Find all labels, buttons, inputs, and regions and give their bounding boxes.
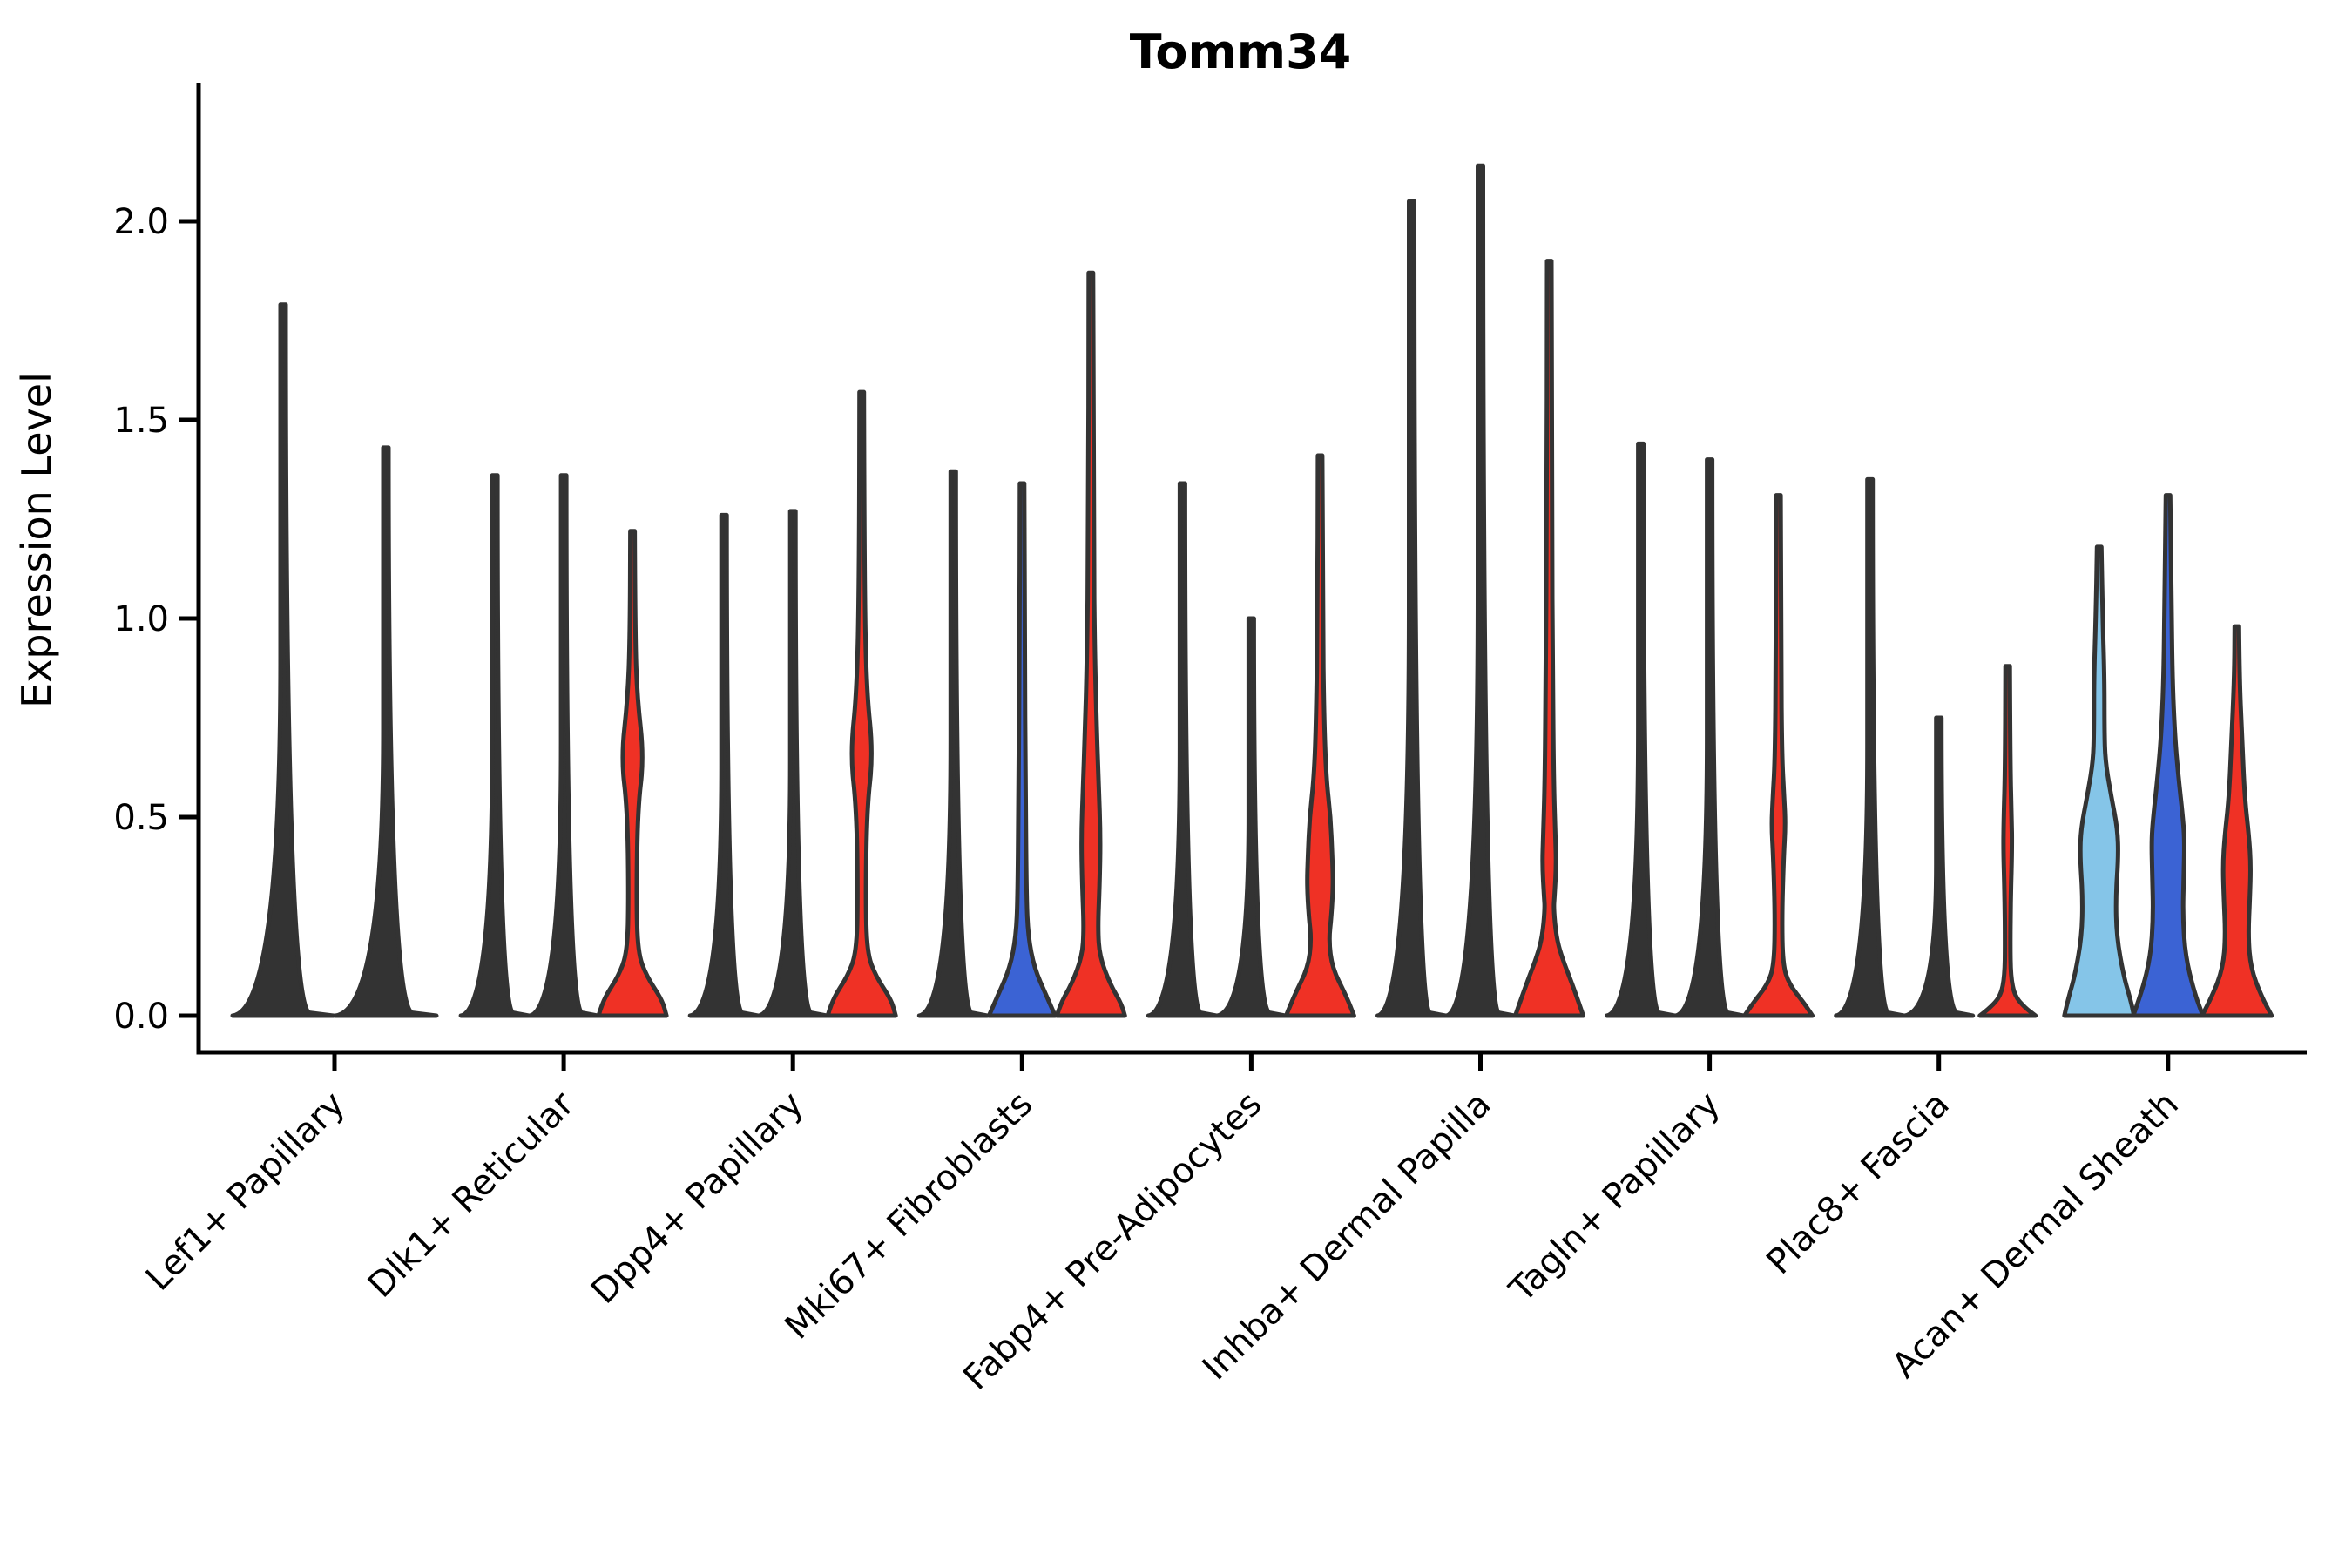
y-axis-label: Expression Level (13, 372, 60, 708)
y-tick-labels: 0.0 0.5 1.0 1.5 2.0 (113, 202, 199, 1037)
violin-dpp4-split-1 (687, 512, 760, 1018)
violin-fabp4-split-3 (1283, 453, 1356, 1018)
x-tick-label: Lef1+ Papillary (139, 1085, 353, 1299)
violin-acan-split-2 (2131, 493, 2206, 1018)
x-tick-label: Dpp4+ Papillary (584, 1085, 811, 1312)
violin-inhba-split-2 (1444, 163, 1517, 1018)
violin-dpp4-split-3 (825, 389, 898, 1018)
violin-mki67-split-2 (986, 481, 1058, 1018)
violins-layer (230, 163, 2274, 1018)
violin-mki67-split-1 (916, 469, 990, 1018)
violin-acan-split-3 (2200, 624, 2274, 1018)
violin-plac8-split-2 (1903, 715, 1976, 1018)
violin-mki67-split-3 (1054, 270, 1127, 1018)
violin-plac8-split-3 (1977, 664, 2038, 1018)
x-tick-labels: Lef1+ Papillary Dlk1+ Reticular Dpp4+ Papi… (139, 1052, 2186, 1398)
y-tick-label: 1.5 (113, 401, 169, 441)
violin-lef1-split-1 (230, 302, 336, 1018)
violin-tagln-split-3 (1742, 493, 1815, 1018)
violin-dlk1-split-3 (596, 529, 669, 1018)
x-tick-label: Plac8+ Fascia (1759, 1085, 1957, 1283)
violin-inhba-split-1 (1375, 199, 1448, 1018)
violin-dlk1-split-1 (458, 473, 531, 1018)
violin-dlk1-split-2 (527, 473, 600, 1018)
y-tick-label: 2.0 (113, 202, 169, 242)
violin-acan-split-1 (2062, 544, 2137, 1018)
y-tick-label: 0.5 (113, 798, 169, 838)
chart-title: Tomm34 (1130, 24, 1351, 79)
violin-tagln-split-2 (1673, 457, 1747, 1018)
x-tick-label: Tagln+ Papillary (1502, 1085, 1728, 1311)
y-tick-label: 1.0 (113, 599, 169, 639)
y-tick-label: 0.0 (113, 997, 169, 1037)
x-tick-label: Dlk1+ Reticular (361, 1084, 583, 1306)
violin-fabp4-split-2 (1214, 616, 1288, 1018)
violin-inhba-split-3 (1513, 259, 1585, 1018)
violin-fabp4-split-1 (1146, 481, 1219, 1018)
violin-lef1-split-3 (333, 445, 439, 1018)
violin-plac8-split-1 (1834, 476, 1907, 1018)
violin-tagln-split-1 (1605, 441, 1678, 1018)
x-tick-label: Mki67+ Fibroblasts (777, 1085, 1040, 1348)
violin-dpp4-split-2 (756, 509, 829, 1018)
